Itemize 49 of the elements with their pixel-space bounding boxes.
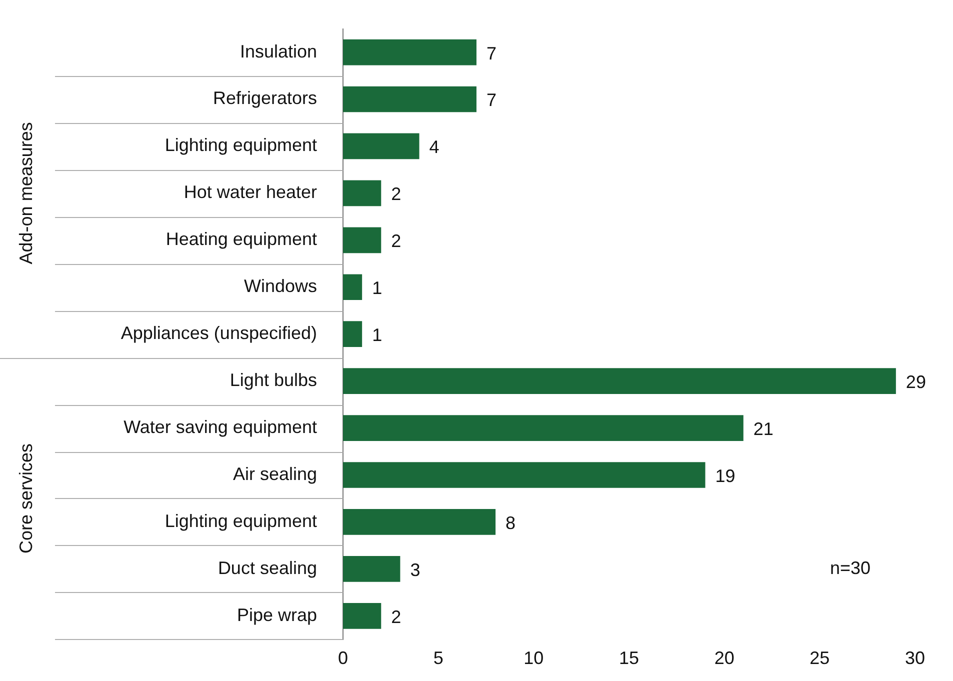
y-tick-label: Light bulbs [230, 370, 317, 390]
bar [343, 133, 420, 160]
bar [343, 462, 706, 488]
y-tick-label: Windows [244, 276, 317, 296]
y-tick-label: Lighting equipment [164, 135, 317, 156]
x-tick-label: 30 [904, 648, 926, 668]
bar [343, 603, 382, 629]
y-tick-label: Air sealing [232, 464, 317, 484]
y-tick-label: Heating equipment [166, 229, 317, 250]
y-tick-label: Pipe wrap [236, 604, 317, 625]
data-label: 21 [753, 419, 774, 440]
x-tick-label: 25 [810, 648, 830, 668]
bar [343, 509, 496, 535]
data-label: 1 [372, 325, 382, 346]
bar [343, 368, 896, 394]
data-label: 4 [429, 137, 440, 158]
data-label: 7 [486, 90, 496, 110]
bar [343, 415, 744, 441]
y-tick-label: Duct sealing [218, 558, 317, 578]
text: Core services [16, 443, 36, 554]
text: Add-on measures [16, 122, 36, 264]
bar [343, 321, 362, 348]
x-tick-label: 15 [618, 648, 640, 668]
bar [343, 227, 382, 254]
data-label: 2 [391, 184, 402, 204]
data-label: 3 [410, 560, 420, 580]
x-tick-label: 5 [433, 648, 444, 668]
annotation: n=30 [830, 558, 871, 578]
data-label: 8 [506, 512, 516, 533]
data-label: 29 [906, 372, 926, 392]
y-tick-label: Insulation [240, 41, 317, 62]
bar [343, 39, 476, 66]
data-label: 1 [372, 278, 382, 298]
bar [343, 556, 400, 582]
y-tick-label: Lighting equipment [164, 510, 317, 531]
x-tick-label: 20 [714, 648, 734, 668]
x-tick-label: 0 [338, 648, 348, 668]
data-label: 7 [486, 43, 496, 64]
bar [343, 86, 476, 112]
data-label: 2 [391, 606, 402, 627]
bar [343, 180, 382, 206]
y-tick-label: Hot water heater [184, 182, 317, 202]
data-label: 2 [391, 231, 402, 252]
y-tick-label: Appliances (unspecified) [120, 323, 317, 344]
x-tick-label: 10 [524, 648, 544, 668]
bar [343, 274, 362, 300]
data-label: 19 [715, 466, 736, 486]
y-tick-label: Refrigerators [212, 88, 317, 108]
y-tick-label: Water saving equipment [124, 417, 317, 438]
